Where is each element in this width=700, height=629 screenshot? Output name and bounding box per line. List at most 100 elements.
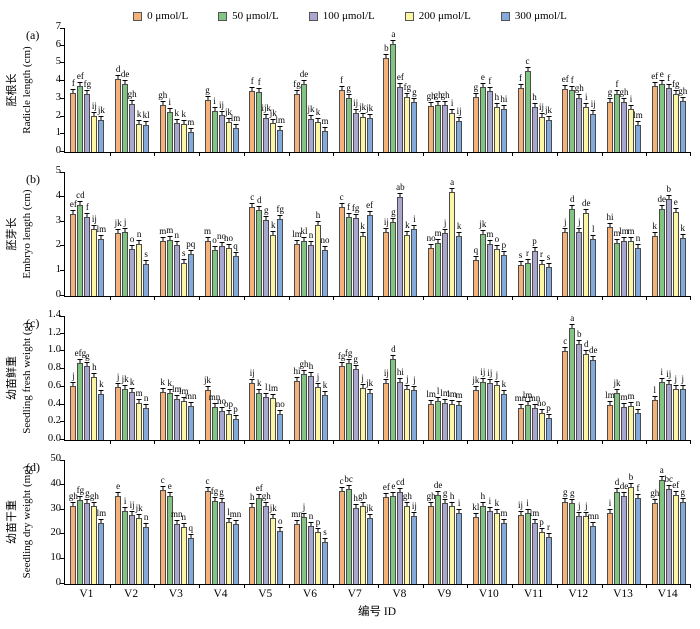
error-bar-stem [392,41,394,44]
bar-slot: gh [650,460,659,584]
bar [307,245,314,296]
x-category-label: V7 [347,588,362,600]
error-bar-stem [124,81,126,84]
error-bar-cap [270,394,276,395]
bar-slot: i [583,28,590,152]
bar [122,511,129,584]
bar [352,369,359,440]
error-bar-cap [263,393,269,394]
significance-letter: no [426,233,436,243]
error-bar [143,121,149,125]
error-bar-cap [539,113,545,114]
error-bar-cap [277,126,283,127]
error-bar-stem [675,209,677,212]
error-bar-stem [571,87,573,90]
error-bar-cap [635,244,641,245]
error-bar-stem [399,84,401,87]
bar-slot: ij [91,28,98,152]
legend-item: 200 μmol/L [404,10,471,22]
bar-slot: kl [300,172,307,296]
error-bar [249,379,255,383]
error-bar-stem [668,196,670,199]
bar [590,360,597,440]
error-bar-cap [219,498,225,499]
significance-letter: lm [426,389,436,399]
significance-letter: fg [210,486,219,496]
error-bar [518,404,524,408]
significance-letter: jk [359,102,367,112]
significance-letter: c [525,56,530,66]
error-bar-stem [489,508,491,511]
significance-letter: f [85,202,89,212]
error-bar-stem [654,83,656,86]
x-tick [109,152,111,156]
error-bar-stem [399,379,401,382]
x-tick [556,584,558,588]
bar-slot: i [122,460,129,584]
error-bar-stem [482,84,484,87]
error-bar-cap [98,235,104,236]
bar-slot: i [449,28,456,152]
error-bar-stem [475,257,477,260]
error-bar [174,395,180,399]
bar [270,235,277,296]
error-bar-cap [397,378,403,379]
bar [383,58,390,152]
significance-letter: g [85,351,90,361]
x-tick [690,584,691,588]
bar [620,102,627,152]
x-category-label: V9 [437,588,452,600]
bar-slot: ij [479,316,486,440]
bar-slot: n [136,172,143,296]
x-tick [467,440,469,444]
bar [277,130,284,152]
error-bar-stem [609,224,611,227]
bar-slot: a [449,172,456,296]
bar-slot: gh [128,28,137,152]
error-bar-stem [609,510,611,513]
error-bar-stem [324,539,326,542]
significance-letter: f [71,78,75,88]
bar-group-V2: jk j o n s [110,172,155,296]
error-bar [539,528,545,532]
error-bar [390,218,396,222]
error-bar-cap [397,488,403,489]
y-tick [60,270,65,272]
error-bar [494,103,500,107]
error-bar-stem [592,357,594,360]
significance-letter: k [99,379,104,389]
error-bar-cap [666,195,672,196]
error-bar-cap [339,487,345,488]
legend-swatch-icon [133,11,143,21]
bar [517,515,524,584]
error-bar-cap [652,396,658,397]
bar [321,395,328,440]
bar [159,392,166,440]
significance-letter: jk [613,378,621,388]
error-bar-cap [614,90,620,91]
bar [606,405,613,440]
error-bar [122,80,128,84]
error-bar-cap [383,54,389,55]
bar-slot: k [493,460,500,584]
bar-slot: gh [434,28,443,152]
error-bar-cap [569,205,575,206]
error-bar [98,390,104,394]
error-bar-cap [480,378,486,379]
significance-letter: g [391,207,396,217]
error-bar-stem [72,383,74,386]
significance-letter: i [168,97,172,107]
error-bar [205,386,211,390]
bar-group-V7: c f fg k ef [333,172,378,296]
significance-letter: fg [76,485,85,495]
y-tick [60,295,65,296]
significance-letter: p [501,240,507,250]
bar [249,507,256,584]
chart-panel-d: (d) 幼苗干重 Seedling dry weight (mg) 0 10 20 30 40… [0,453,700,588]
bar-slot: j [300,460,307,584]
bar [658,209,665,296]
bar-slot: de [589,316,598,440]
error-bar [188,250,194,254]
error-bar [219,498,225,502]
error-bar-stem [258,390,260,393]
